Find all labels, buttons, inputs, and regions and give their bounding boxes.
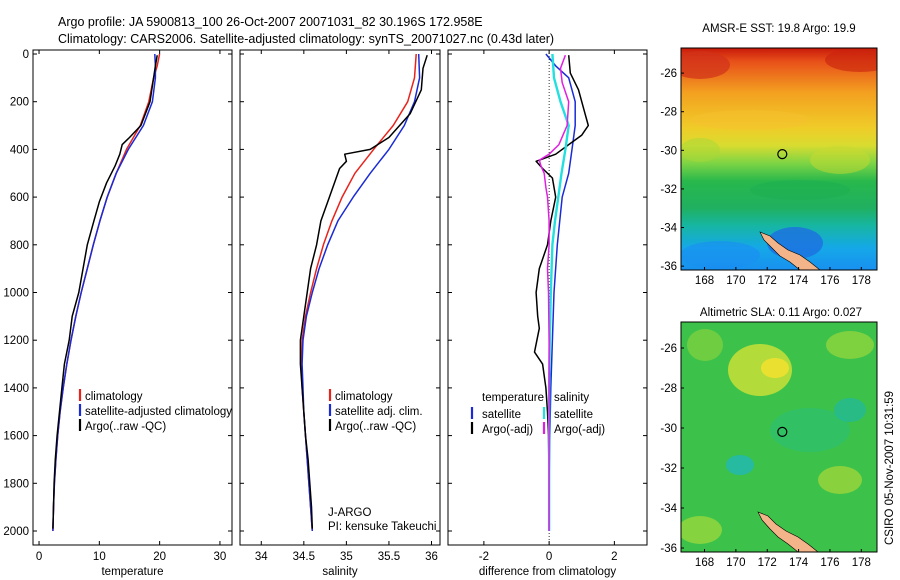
sla-map-lon-tick-label: 170 bbox=[726, 557, 745, 569]
sla-argo-float-marker bbox=[777, 426, 788, 437]
figure-title-line-2: Climatology: CARS2006. Satellite-adjuste… bbox=[58, 32, 554, 46]
difference-series-salinity-argo-adj- bbox=[538, 54, 570, 531]
temperature-legend-label: satellite-adjusted climatology bbox=[85, 406, 232, 418]
salinity-x-tick-label: 35.5 bbox=[378, 551, 400, 563]
sla-map-lon-tick-label: 174 bbox=[789, 557, 809, 569]
sst-map-panel: AMSR-E SST: 19.8 Argo: 19.9 168 170 172 174… bbox=[660, 23, 878, 287]
sst-map-lon-tick-label: 172 bbox=[758, 275, 777, 287]
temperature-x-axis-label: temperature bbox=[101, 566, 163, 578]
difference-x-tick-label: 0 bbox=[546, 551, 552, 563]
new-zealand-coast-sla bbox=[757, 511, 819, 552]
difference-legend-label: satellite bbox=[482, 409, 521, 421]
temperature-legend-label: climatology bbox=[85, 391, 143, 403]
depth-tick-label: 1400 bbox=[3, 383, 29, 395]
difference-x-axis-label: difference from climatology bbox=[479, 566, 616, 578]
difference-legend-group-title: salinity bbox=[554, 392, 589, 404]
sla-map-lon-tick-label: 176 bbox=[820, 557, 839, 569]
temperature-x-tick-label: 0 bbox=[36, 551, 42, 563]
new-zealand-coast bbox=[759, 231, 821, 270]
temperature-series-argo-raw-qc- bbox=[52, 55, 158, 529]
sla-map-panel: Altimetric SLA: 0.11 Argo: 0.027 168 170 1… bbox=[660, 307, 878, 569]
sst-map-lat-tick-label: -28 bbox=[660, 107, 677, 119]
sst-map-lon-tick-label: 168 bbox=[695, 275, 714, 287]
sst-map-lat-tick-label: -30 bbox=[660, 145, 677, 157]
difference-series-temperature-argo-adj- bbox=[533, 55, 590, 531]
sst-map-lon-tick-label: 174 bbox=[789, 275, 809, 287]
sla-map-lat-tick-label: -28 bbox=[660, 383, 677, 395]
depth-tick-label: 800 bbox=[10, 240, 29, 252]
temperature-axes-box bbox=[32, 49, 233, 546]
temperature-x-tick-label: 20 bbox=[153, 551, 166, 563]
depth-tick-label: 1200 bbox=[3, 335, 29, 347]
sst-map-lat-tick-label: -36 bbox=[660, 261, 677, 273]
figure-title-line-1: Argo profile: JA 5900813_100 26-Oct-2007… bbox=[58, 15, 483, 29]
sst-map-title: AMSR-E SST: 19.8 Argo: 19.9 bbox=[702, 23, 855, 35]
sst-map-lon-tick-label: 178 bbox=[852, 275, 871, 287]
salinity-axes-box bbox=[239, 49, 441, 546]
depth-tick-label: 1000 bbox=[3, 288, 29, 300]
temperature-x-tick-label: 10 bbox=[93, 551, 106, 563]
salinity-x-tick-label: 34.5 bbox=[293, 551, 315, 563]
salinity-x-tick-label: 35 bbox=[340, 551, 353, 563]
depth-tick-label: 400 bbox=[10, 144, 29, 156]
depth-tick-label: 0 bbox=[23, 49, 29, 61]
salinity-legend-label: Argo(..raw -QC) bbox=[335, 421, 416, 433]
difference-legend-label: satellite bbox=[554, 409, 593, 421]
depth-tick-label: 2000 bbox=[3, 526, 29, 538]
depth-tick-label: 1800 bbox=[3, 478, 29, 490]
sst-argo-float-marker bbox=[777, 149, 788, 160]
salinity-x-axis-label: salinity bbox=[322, 566, 357, 578]
salinity-x-tick-label: 34 bbox=[255, 551, 268, 563]
sla-map-lon-tick-label: 172 bbox=[758, 557, 777, 569]
sla-map-lat-tick-label: -26 bbox=[660, 343, 677, 355]
sst-map-lon-tick-label: 176 bbox=[820, 275, 839, 287]
salinity-annotation-line: PI: kensuke Takeuchi bbox=[328, 521, 436, 533]
temperature-profile-panel: 0 10 20 30 0 200 400 600 800 1000 1200 1400 1600 1800… bbox=[3, 49, 233, 578]
salinity-legend-label: climatology bbox=[335, 391, 393, 403]
depth-tick-label: 1600 bbox=[3, 431, 29, 443]
sla-map-lat-tick-label: -34 bbox=[660, 503, 677, 515]
salinity-legend-label: satellite adj. clim. bbox=[335, 406, 423, 418]
depth-tick-label: 600 bbox=[10, 192, 29, 204]
sst-map-lat-tick-label: -32 bbox=[660, 184, 677, 196]
difference-legend-label: Argo(-adj) bbox=[554, 424, 605, 436]
salinity-profile-panel: 34 34.5 35 35.5 36 salinity climatology satelli… bbox=[239, 49, 441, 578]
difference-x-tick-label: 2 bbox=[611, 551, 617, 563]
sla-map-lon-tick-label: 168 bbox=[695, 557, 714, 569]
sla-map-title: Altimetric SLA: 0.11 Argo: 0.027 bbox=[700, 307, 862, 319]
sla-map-lon-tick-label: 178 bbox=[852, 557, 871, 569]
sst-map-lat-tick-label: -26 bbox=[660, 68, 677, 80]
salinity-series-argo-raw-qc- bbox=[299, 54, 428, 529]
sst-map-lon-tick-label: 170 bbox=[726, 275, 745, 287]
difference-legend-group-title: temperature bbox=[482, 392, 544, 404]
difference-legend-label: Argo(-adj) bbox=[482, 424, 533, 436]
sla-map-lat-tick-label: -36 bbox=[660, 543, 677, 555]
salinity-x-tick-label: 36 bbox=[425, 551, 438, 563]
difference-profile-panel: -2 0 2 difference from climatology temperatu… bbox=[447, 49, 648, 578]
difference-axes-box bbox=[447, 49, 648, 546]
sst-map-lat-tick-label: -34 bbox=[660, 223, 677, 235]
temperature-legend-label: Argo(..raw -QC) bbox=[85, 421, 166, 433]
depth-tick-label: 200 bbox=[10, 97, 29, 109]
side-timestamp-label: CSIRO 05-Nov-2007 10:31:59 bbox=[884, 391, 896, 545]
temperature-x-tick-label: 30 bbox=[214, 551, 227, 563]
difference-x-tick-label: -2 bbox=[479, 551, 489, 563]
sla-map-lat-tick-label: -32 bbox=[660, 463, 677, 475]
sla-map-lat-tick-label: -30 bbox=[660, 423, 677, 435]
salinity-annotation-line: J-ARGO bbox=[328, 507, 372, 519]
